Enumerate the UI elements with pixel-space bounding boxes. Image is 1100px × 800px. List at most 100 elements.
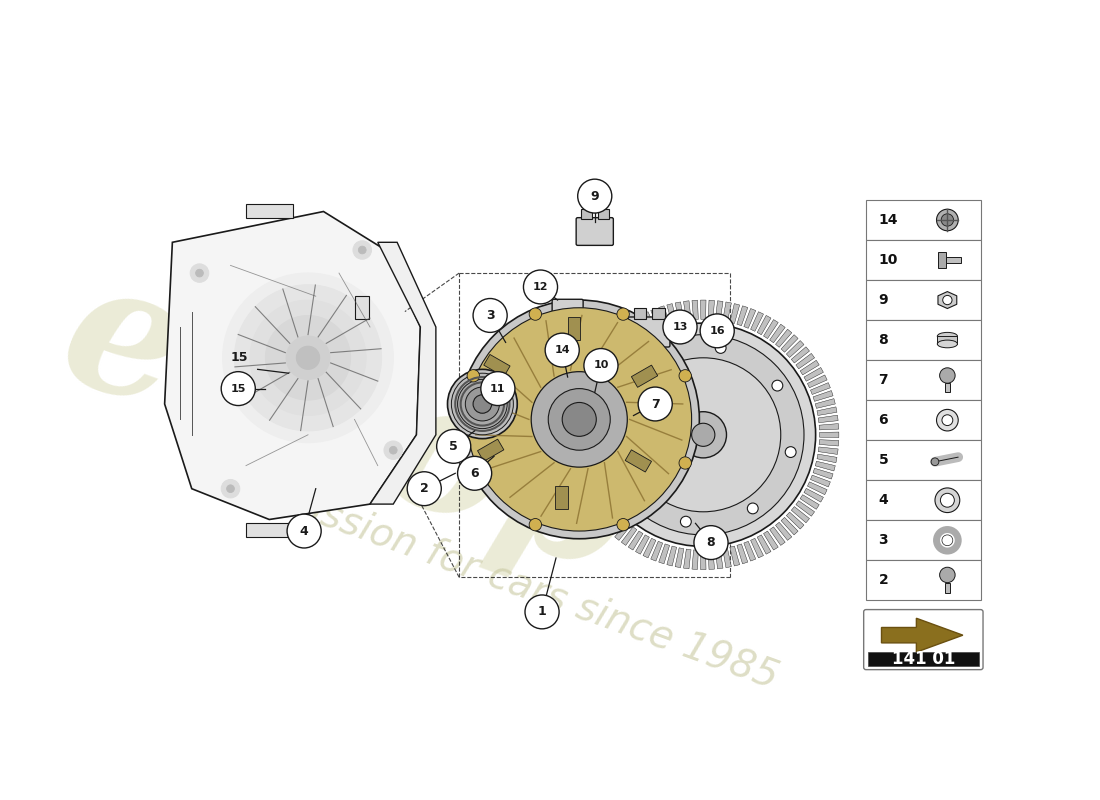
Circle shape <box>384 441 403 459</box>
Wedge shape <box>770 324 785 342</box>
Circle shape <box>458 379 507 429</box>
Wedge shape <box>571 462 592 471</box>
Circle shape <box>679 370 692 382</box>
Text: 3: 3 <box>486 309 494 322</box>
Wedge shape <box>628 531 643 550</box>
Text: 12: 12 <box>532 282 548 292</box>
Wedge shape <box>651 542 662 561</box>
Circle shape <box>481 372 515 406</box>
Wedge shape <box>820 432 839 438</box>
Wedge shape <box>644 312 656 331</box>
Circle shape <box>473 298 507 332</box>
Circle shape <box>451 373 514 435</box>
Text: 8: 8 <box>706 536 715 549</box>
Circle shape <box>524 270 558 304</box>
Wedge shape <box>615 522 631 540</box>
Circle shape <box>610 412 621 423</box>
Wedge shape <box>683 301 691 321</box>
FancyBboxPatch shape <box>864 610 983 670</box>
Bar <box>866 320 981 360</box>
Circle shape <box>681 516 691 527</box>
Wedge shape <box>723 548 732 568</box>
Circle shape <box>473 394 492 414</box>
Wedge shape <box>597 347 615 363</box>
Wedge shape <box>615 330 631 347</box>
Bar <box>355 296 370 319</box>
Circle shape <box>942 535 953 546</box>
Wedge shape <box>573 468 593 479</box>
Bar <box>625 450 651 472</box>
Wedge shape <box>781 334 799 352</box>
Text: 11: 11 <box>491 384 506 394</box>
Circle shape <box>465 387 499 421</box>
Bar <box>246 523 293 538</box>
Wedge shape <box>763 319 778 338</box>
Circle shape <box>584 349 618 382</box>
Wedge shape <box>628 319 643 338</box>
Circle shape <box>468 370 480 382</box>
Text: 10: 10 <box>879 253 898 267</box>
Text: a passion for cars since 1985: a passion for cars since 1985 <box>235 466 783 696</box>
Wedge shape <box>573 390 593 402</box>
Bar <box>866 520 981 560</box>
Bar <box>866 480 981 520</box>
Circle shape <box>617 308 629 320</box>
Text: 6: 6 <box>879 413 888 427</box>
Circle shape <box>286 336 330 379</box>
Wedge shape <box>813 390 833 402</box>
Text: 15: 15 <box>231 384 246 394</box>
Circle shape <box>772 380 783 391</box>
Circle shape <box>692 423 715 446</box>
Ellipse shape <box>937 340 957 348</box>
Wedge shape <box>770 527 785 546</box>
Wedge shape <box>757 535 771 554</box>
Wedge shape <box>786 341 804 358</box>
Wedge shape <box>608 334 626 352</box>
Wedge shape <box>744 542 756 561</box>
Circle shape <box>448 370 517 438</box>
Bar <box>866 200 981 240</box>
Circle shape <box>531 372 627 467</box>
Wedge shape <box>800 360 820 375</box>
Wedge shape <box>817 454 837 462</box>
Wedge shape <box>608 518 626 535</box>
Wedge shape <box>796 354 815 369</box>
Bar <box>652 308 664 318</box>
Circle shape <box>942 414 953 426</box>
Wedge shape <box>820 440 839 446</box>
Wedge shape <box>675 302 684 322</box>
Bar <box>477 439 504 462</box>
Bar <box>634 308 646 318</box>
Circle shape <box>591 323 815 546</box>
Wedge shape <box>804 367 824 382</box>
Wedge shape <box>569 415 589 422</box>
FancyBboxPatch shape <box>552 299 583 324</box>
Circle shape <box>939 567 955 582</box>
Polygon shape <box>370 242 436 504</box>
Circle shape <box>359 246 366 254</box>
Wedge shape <box>659 544 670 564</box>
Wedge shape <box>580 482 600 494</box>
Wedge shape <box>636 315 649 334</box>
Text: 4: 4 <box>299 525 308 538</box>
Circle shape <box>617 518 629 531</box>
Wedge shape <box>715 301 723 321</box>
Circle shape <box>680 412 726 458</box>
Wedge shape <box>651 309 662 328</box>
Circle shape <box>715 342 726 354</box>
Circle shape <box>624 478 635 490</box>
Wedge shape <box>659 306 670 326</box>
Text: 8: 8 <box>879 333 888 347</box>
Bar <box>945 582 950 593</box>
Wedge shape <box>603 341 620 358</box>
Circle shape <box>221 372 255 406</box>
Wedge shape <box>667 546 676 566</box>
Circle shape <box>466 308 692 531</box>
Bar <box>866 400 981 440</box>
Wedge shape <box>569 447 589 454</box>
Text: 9: 9 <box>879 293 888 307</box>
Circle shape <box>694 526 728 559</box>
Wedge shape <box>603 512 620 529</box>
Circle shape <box>265 315 351 400</box>
Circle shape <box>562 402 596 436</box>
